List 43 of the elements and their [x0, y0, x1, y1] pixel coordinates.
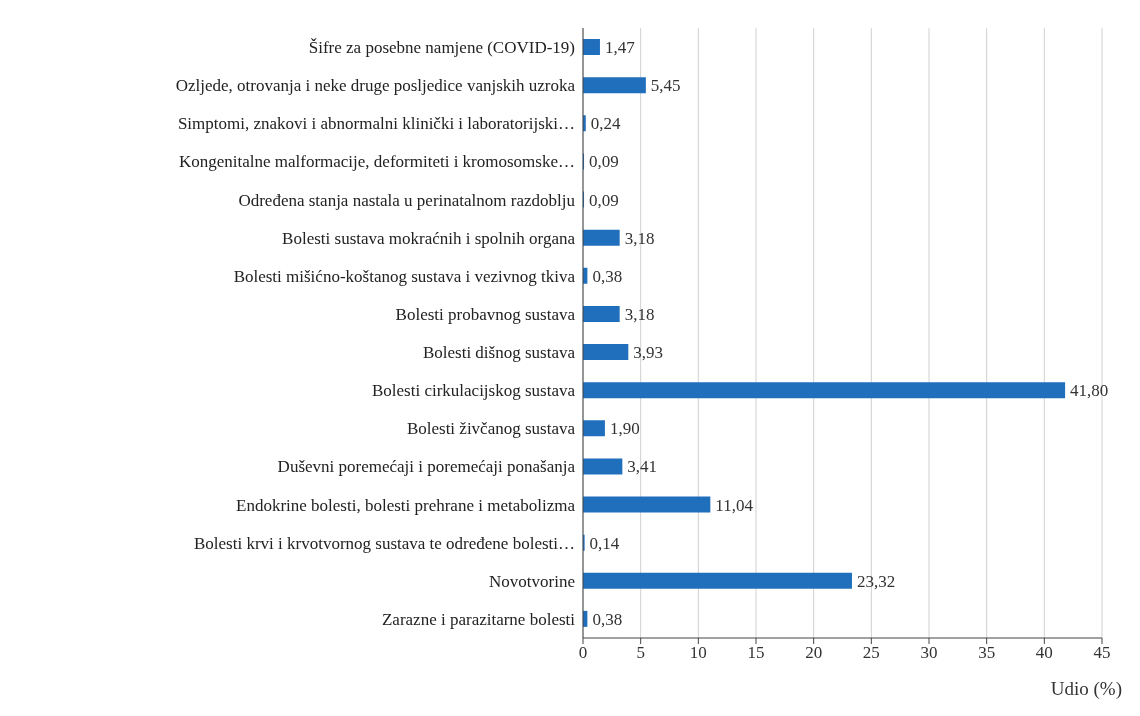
data-label: 0,38: [592, 609, 623, 629]
data-label: 3,93: [633, 343, 664, 363]
x-tick-label: 5: [636, 643, 645, 663]
x-tick-label: 10: [689, 643, 707, 663]
y-tick-label: Bolesti cirkulacijskog sustava: [371, 381, 576, 401]
y-tick-label: Bolesti mišićno-koštanog sustava i vezivnog tkiva: [233, 266, 576, 286]
data-label: 5,45: [650, 76, 681, 96]
data-label: 41,80: [1070, 381, 1109, 401]
data-label: 3,18: [624, 228, 655, 248]
data-label: 0,09: [589, 190, 619, 210]
data-label: 0,38: [592, 266, 623, 286]
y-tick-label: Bolesti živčanog sustava: [406, 419, 576, 439]
y-tick-label: Bolesti krvi i krvotvornog sustava te određene bolesti…: [193, 533, 575, 553]
data-label: 1,47: [604, 38, 636, 58]
data-label: 0,14: [589, 533, 620, 553]
data-label: 23,32: [856, 571, 896, 591]
y-tick-label: Šifre za posebne namjene (COVID-19): [308, 38, 575, 58]
x-tick-label: 35: [978, 643, 996, 663]
y-tick-label: Bolesti dišnog sustava: [422, 343, 576, 363]
x-tick-label: 45: [1093, 643, 1111, 663]
data-label: 3,18: [624, 304, 655, 324]
y-tick-label: Novotvorine: [489, 571, 575, 591]
x-axis-title: Udio (%): [1050, 678, 1122, 700]
x-tick-label: 15: [747, 643, 765, 663]
y-tick-label: Endokrine bolesti, bolesti prehrane i metabolizma: [236, 495, 576, 515]
y-tick-label: Duševni poremećaji i poremećaji ponašanja: [277, 457, 576, 477]
x-tick-label: 25: [862, 643, 880, 663]
x-tick-label: 30: [920, 643, 938, 663]
data-label: 0,24: [590, 114, 622, 134]
y-tick-label: Kongenitalne malformacije, deformiteti i kromosomske…: [178, 152, 575, 172]
data-label: 0,09: [589, 152, 619, 172]
y-tick-label: Određena stanja nastala u perinatalnom razdoblju: [238, 190, 576, 210]
y-tick-label: Simptomi, znakovi i abnormalni klinički i laboratorijski…: [177, 114, 575, 134]
y-tick-label: Ozljede, otrovanja i neke druge posljedice vanjskih uzroka: [175, 76, 576, 96]
data-label: 1,90: [609, 419, 640, 439]
y-tick-label: Zarazne i parazitarne bolesti: [381, 609, 576, 629]
x-tick-label: 40: [1035, 643, 1053, 663]
x-tick-label: 0: [578, 643, 588, 663]
y-tick-label: Bolesti probavnog sustava: [395, 304, 576, 324]
data-label: 3,41: [627, 457, 658, 477]
x-tick-label: 20: [805, 643, 823, 663]
data-label: 11,04: [715, 495, 754, 515]
y-tick-label: Bolesti sustava mokraćnih i spolnih organa: [282, 228, 576, 248]
